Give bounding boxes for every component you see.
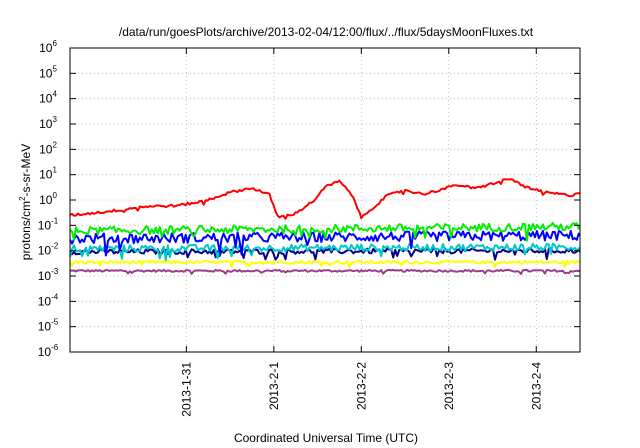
series-line <box>70 221 580 242</box>
series-line <box>70 259 580 269</box>
series-line <box>70 268 580 275</box>
y-tick-label: 10-2 <box>38 242 59 258</box>
y-tick-label: 10-5 <box>38 318 59 334</box>
y-tick-label: 100 <box>39 191 57 207</box>
y-tick-label: 101 <box>39 166 57 182</box>
series-line <box>70 178 580 220</box>
series-group <box>70 178 580 275</box>
x-axis-ticks: 2013-1-31 2013-2-1 2013-2-2 2013-2-3 2013-2-… <box>179 48 543 417</box>
plot-frame <box>69 47 581 353</box>
y-tick-label: 105 <box>39 64 57 80</box>
grid-lines <box>70 48 580 352</box>
series-line <box>70 247 580 261</box>
y-axis-label: protons/cm2-s-sr-MeV <box>18 144 33 260</box>
series-line <box>70 229 580 257</box>
y-axis-ticks: 10-6 10-5 10-4 10-3 10-2 10-1 100 101 102 103 104 1… <box>38 39 580 359</box>
x-tick-label: 2013-2-2 <box>354 362 368 410</box>
chart-title: /data/run/goesPlots/archive/2013-02-04/1… <box>119 25 534 39</box>
y-axis-label-pre: protons/cm <box>19 201 33 260</box>
y-tick-label: 104 <box>39 90 57 106</box>
y-tick-label: 103 <box>39 115 57 131</box>
y-axis-label-sup: 2 <box>18 196 27 201</box>
series-line <box>70 242 580 261</box>
y-tick-label: 102 <box>39 140 57 156</box>
y-tick-label: 10-3 <box>38 267 59 283</box>
x-tick-label: 2013-1-31 <box>179 362 193 417</box>
y-tick-label: 10-6 <box>38 343 59 359</box>
x-tick-label: 2013-2-1 <box>267 362 281 410</box>
y-tick-label: 10-4 <box>38 292 59 308</box>
x-tick-label: 2013-2-4 <box>529 362 543 410</box>
y-tick-label: 106 <box>39 39 57 55</box>
y-tick-label: 10-1 <box>38 216 59 232</box>
x-axis-label: Coordinated Universal Time (UTC) <box>234 431 418 445</box>
x-tick-label: 2013-2-3 <box>442 362 456 410</box>
y-axis-label-post: -s-sr-MeV <box>19 144 33 197</box>
